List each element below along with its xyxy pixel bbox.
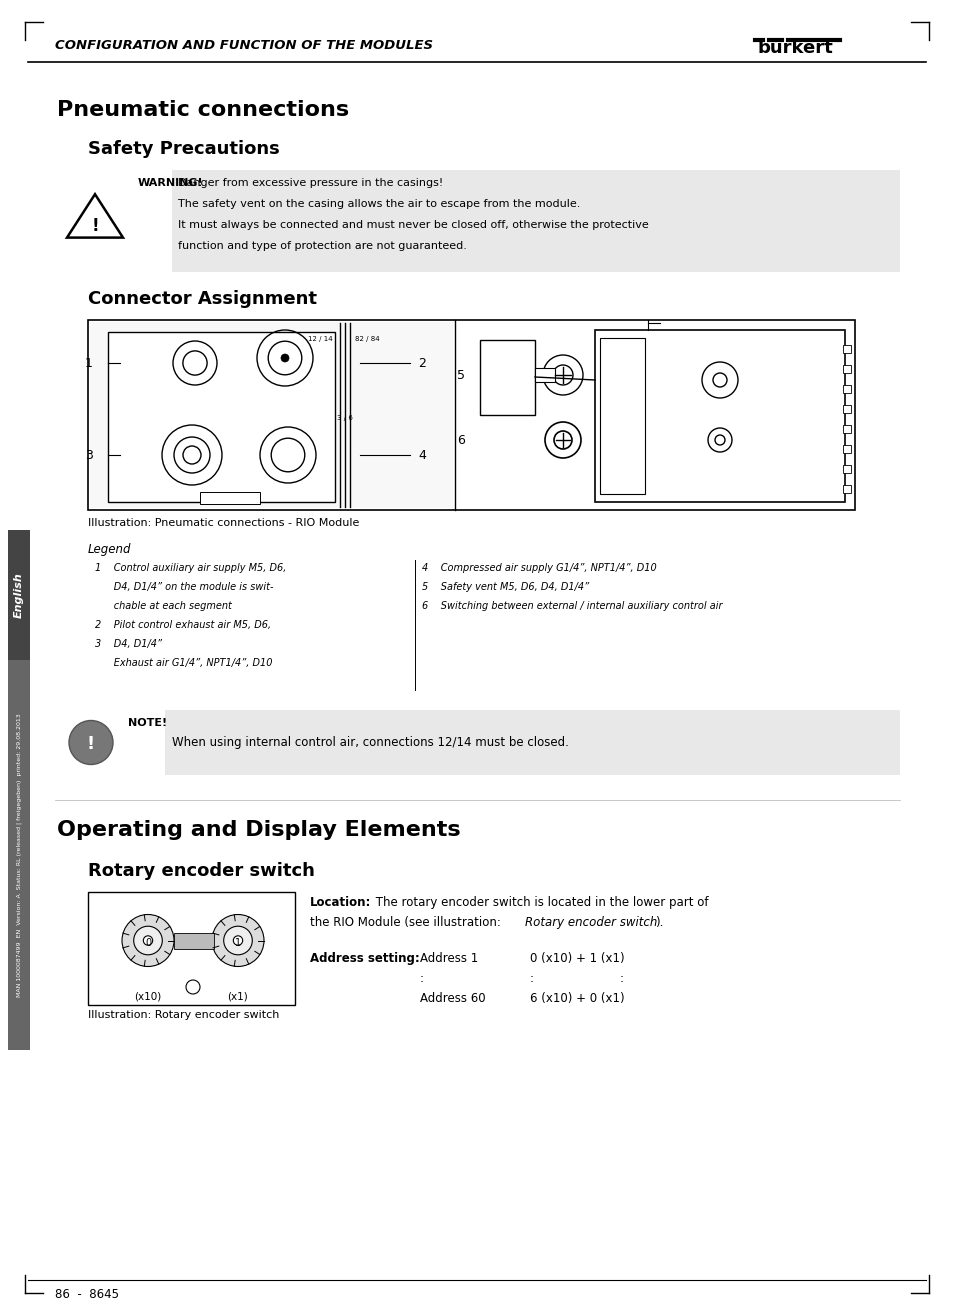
Text: The safety vent on the casing allows the air to escape from the module.: The safety vent on the casing allows the… [178,199,579,209]
Text: Danger from excessive pressure in the casings!: Danger from excessive pressure in the ca… [178,178,443,188]
Bar [842,425,850,433]
Text: 5    Safety vent M5, D6, D4, D1/4”: 5 Safety vent M5, D6, D4, D1/4” [421,583,589,592]
Text: 86  -  8645: 86 - 8645 [55,1287,119,1301]
Text: the RIO Module (see illustration:: the RIO Module (see illustration: [310,917,504,928]
Text: English: English [14,572,24,618]
Text: Operating and Display Elements: Operating and Display Elements [57,821,460,840]
Text: Location:: Location: [310,896,371,909]
Bar [88,320,854,510]
Bar [535,368,555,381]
Text: chable at each segment: chable at each segment [95,601,232,611]
Circle shape [223,926,252,955]
Text: 1: 1 [85,356,92,370]
Text: NOTE!: NOTE! [128,718,167,729]
Text: 4: 4 [417,448,425,462]
Bar [842,345,850,352]
Text: 4    Compressed air supply G1/4”, NPT1/4”, D10: 4 Compressed air supply G1/4”, NPT1/4”, … [421,563,656,573]
Bar [172,170,899,272]
Text: Address 1: Address 1 [419,952,477,965]
Text: Exhaust air G1/4”, NPT1/4”, D10: Exhaust air G1/4”, NPT1/4”, D10 [95,658,273,668]
Text: Illustration: Pneumatic connections - RIO Module: Illustration: Pneumatic connections - RI… [88,518,359,529]
Text: 3: 3 [85,448,92,462]
Text: The rotary encoder switch is located in the lower part of: The rotary encoder switch is located in … [372,896,708,909]
Text: When using internal control air, connections 12/14 must be closed.: When using internal control air, connect… [172,736,568,750]
Text: 0: 0 [145,938,151,948]
Text: Illustration: Rotary encoder switch: Illustration: Rotary encoder switch [88,1010,279,1020]
Text: 3 / 6: 3 / 6 [336,416,353,421]
Text: 2    Pilot control exhaust air M5, D6,: 2 Pilot control exhaust air M5, D6, [95,619,271,630]
Text: Pneumatic connections: Pneumatic connections [57,100,349,120]
Text: (x10): (x10) [134,992,161,1001]
Text: D4, D1/4” on the module is swit-: D4, D1/4” on the module is swit- [95,583,274,592]
Text: :: : [619,972,623,985]
Bar [88,892,294,1005]
Text: MAN 1000087499  EN  Version: A  Status: RL (released | freigegeben)  printed: 29: MAN 1000087499 EN Version: A Status: RL … [16,713,22,997]
Bar [842,466,850,473]
Circle shape [281,354,289,362]
Bar [108,331,335,502]
Bar [8,660,30,1049]
Bar [842,485,850,493]
Text: function and type of protection are not guaranteed.: function and type of protection are not … [178,241,466,251]
Text: 2: 2 [417,356,425,370]
Circle shape [212,914,264,967]
Bar [842,444,850,452]
Text: Legend: Legend [88,543,132,556]
Text: WARNING!: WARNING! [138,178,203,188]
Bar [842,385,850,393]
Circle shape [143,936,152,945]
Bar [90,322,453,508]
Text: 1: 1 [234,938,241,948]
Bar [842,366,850,373]
Text: 82 / 84: 82 / 84 [355,337,379,342]
Circle shape [186,980,200,994]
Circle shape [233,936,242,945]
Text: 1    Control auxiliary air supply M5, D6,: 1 Control auxiliary air supply M5, D6, [95,563,286,573]
Text: Rotary encoder switch: Rotary encoder switch [524,917,657,928]
Text: 6 (x10) + 0 (x1): 6 (x10) + 0 (x1) [530,992,624,1005]
Circle shape [122,914,173,967]
Text: bürkert: bürkert [757,39,832,57]
Text: Address setting:: Address setting: [310,952,419,965]
Text: Address 60: Address 60 [419,992,485,1005]
Text: 12 / 14: 12 / 14 [308,337,332,342]
Circle shape [69,721,112,764]
Text: :: : [419,972,423,985]
Text: (x1): (x1) [228,992,248,1001]
Circle shape [133,926,162,955]
Text: 6: 6 [456,434,464,447]
Bar [595,330,844,502]
Text: :: : [530,972,534,985]
Text: Safety Precautions: Safety Precautions [88,139,279,158]
Bar [842,405,850,413]
Bar [8,530,30,660]
Text: !: ! [87,735,95,752]
Text: 3    D4, D1/4”: 3 D4, D1/4” [95,639,162,650]
Text: !: ! [91,217,99,235]
Bar [173,932,213,948]
Text: Connector Assignment: Connector Assignment [88,291,316,308]
Bar [200,492,260,504]
Polygon shape [67,195,123,238]
Text: 5: 5 [456,368,464,381]
Bar [165,710,899,775]
Text: Rotary encoder switch: Rotary encoder switch [88,863,314,880]
Bar [479,341,535,416]
Text: ).: ). [655,917,662,928]
Bar [599,338,644,494]
Text: 6    Switching between external / internal auxiliary control air: 6 Switching between external / internal … [421,601,721,611]
Text: 0 (x10) + 1 (x1): 0 (x10) + 1 (x1) [530,952,624,965]
Text: CONFIGURATION AND FUNCTION OF THE MODULES: CONFIGURATION AND FUNCTION OF THE MODULE… [55,39,433,53]
Text: It must always be connected and must never be closed off, otherwise the protecti: It must always be connected and must nev… [178,220,648,230]
